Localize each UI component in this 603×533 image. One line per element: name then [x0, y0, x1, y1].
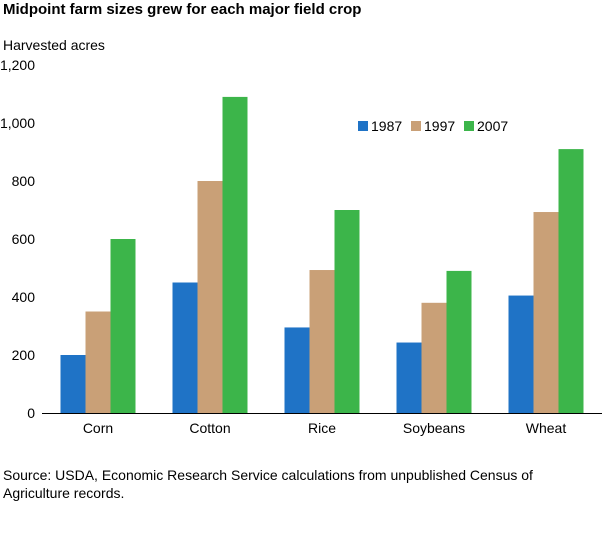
bar-corn-1997 — [85, 311, 111, 413]
bar-rice-1987 — [284, 327, 310, 413]
y-tick-label: 1,200 — [0, 57, 35, 73]
y-tick-label: 0 — [27, 405, 35, 421]
bar-wheat-1987 — [508, 295, 534, 413]
legend-swatch-1997 — [411, 121, 421, 131]
bar-soybeans-2007 — [446, 270, 472, 413]
x-tick-label: Cotton — [189, 420, 230, 436]
bar-wheat-1997 — [533, 212, 559, 413]
chart-title: Midpoint farm sizes grew for each major … — [3, 1, 362, 18]
bar-cotton-2007 — [222, 96, 248, 414]
bar-corn-2007 — [110, 239, 136, 413]
x-tick-label: Soybeans — [403, 420, 465, 436]
bar-cotton-1997 — [197, 181, 223, 413]
y-axis-label: Harvested acres — [3, 37, 105, 53]
y-tick-label: 400 — [12, 289, 36, 305]
legend-swatch-2007 — [464, 121, 474, 131]
x-tick-label: Wheat — [526, 420, 567, 436]
y-tick-label: 1,000 — [0, 115, 35, 131]
x-tick-label: Rice — [308, 420, 336, 436]
source-note: Source: USDA, Economic Research Service … — [3, 467, 533, 501]
y-axis-ticks: 0 200 400 600 800 1,000 1,200 — [0, 57, 35, 421]
bar-wheat-2007 — [558, 149, 584, 413]
bar-soybeans-1987 — [396, 342, 422, 413]
x-axis-ticks: Corn Cotton Rice Soybeans Wheat — [83, 420, 567, 436]
bar-corn-1987 — [60, 355, 86, 413]
bar-rice-2007 — [334, 210, 360, 413]
bar-cotton-1987 — [172, 282, 198, 413]
legend: 1987 1997 2007 — [358, 118, 508, 134]
bar-rice-1997 — [309, 270, 335, 413]
x-tick-label: Corn — [83, 420, 113, 436]
y-tick-label: 200 — [12, 347, 36, 363]
bars — [60, 96, 584, 414]
y-tick-label: 600 — [12, 231, 36, 247]
legend-label-1997: 1997 — [424, 118, 455, 134]
legend-label-1987: 1987 — [371, 118, 402, 134]
y-tick-label: 800 — [12, 173, 36, 189]
legend-label-2007: 2007 — [477, 118, 508, 134]
bar-soybeans-1997 — [421, 302, 447, 413]
legend-swatch-1987 — [358, 121, 368, 131]
